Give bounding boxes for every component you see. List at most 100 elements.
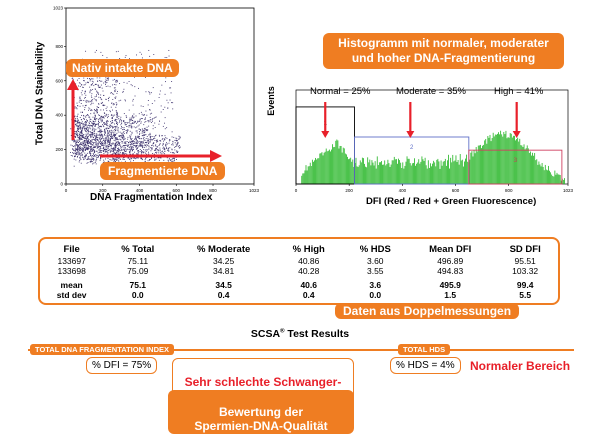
scatter-point [89, 90, 91, 92]
scatter-point [131, 140, 133, 142]
scatter-point [101, 134, 103, 136]
table-cell: 133698 [57, 266, 86, 276]
scatter-point [97, 84, 99, 86]
scatter-point [138, 128, 140, 130]
scatter-point [91, 134, 93, 136]
scatter-point [131, 154, 133, 156]
histogram-bar [462, 166, 464, 184]
scatter-point [94, 154, 96, 156]
scatter-point [175, 156, 177, 158]
scatter-point [106, 110, 108, 112]
scatter-point [95, 133, 97, 135]
scatter-point [92, 102, 94, 104]
histogram-bar [482, 145, 483, 184]
scatter-point [169, 158, 170, 160]
histogram-bar [395, 159, 397, 184]
scatter-point [131, 117, 133, 119]
scatter-point [114, 159, 115, 161]
scatter-point [83, 145, 85, 147]
scatter-point [153, 142, 155, 143]
scatter-point [139, 138, 141, 140]
scatter-point [106, 120, 108, 122]
scatter-point [164, 148, 166, 150]
scatter-point [179, 136, 181, 138]
scatter-point [117, 122, 119, 124]
scatter-point [98, 152, 100, 153]
scatter-point [121, 147, 123, 149]
scatter-point [98, 154, 100, 156]
scatter-point [108, 77, 110, 79]
scatter-point [112, 115, 114, 117]
scatter-point [98, 96, 100, 98]
scatter-point [114, 134, 116, 136]
scatter-point [109, 159, 111, 160]
scatter-point [154, 127, 156, 128]
scatter-point [123, 120, 125, 122]
histogram-bar [447, 160, 448, 184]
scatter-point [119, 142, 121, 144]
scatter-point [73, 141, 75, 143]
scatter-point [70, 135, 72, 136]
scatter-point [98, 142, 100, 144]
histogram-bar [501, 134, 503, 184]
scatter-point [104, 123, 106, 125]
scatter-point [79, 124, 81, 126]
scatter-point [115, 152, 117, 154]
scatter-point [87, 148, 89, 150]
scatter-point [144, 141, 146, 143]
scatter-point [153, 157, 155, 159]
scatter-point [97, 92, 99, 94]
scatter-point [148, 134, 150, 136]
scatter-point [145, 110, 147, 112]
scatter-point [107, 134, 109, 136]
scatter-point [78, 121, 80, 123]
histogram-bar [316, 159, 318, 184]
scatter-point [122, 153, 124, 155]
scatter-point [91, 109, 93, 111]
scatter-point [160, 155, 162, 157]
scatter-point [78, 122, 80, 124]
histogram-bar [539, 164, 541, 184]
scatter-point [116, 117, 118, 119]
histogram-bar [310, 166, 312, 184]
scatter-point [176, 150, 178, 152]
scatter-point [129, 137, 131, 139]
scatter-point [149, 134, 151, 136]
scatter-point [109, 149, 111, 151]
scatter-point [135, 120, 136, 122]
scatter-point [145, 137, 147, 139]
scatter-point [131, 85, 133, 87]
scatter-point [136, 136, 138, 138]
scatter-point [98, 141, 100, 143]
scatter-point [133, 156, 135, 158]
histogram-bar [497, 133, 498, 184]
scatter-point [128, 81, 130, 82]
scatter-point [129, 148, 131, 150]
scatter-point [92, 83, 94, 85]
scatter-point [76, 120, 78, 122]
scatter-point [116, 150, 118, 151]
scatter-point [118, 160, 120, 162]
scatter-point [92, 156, 94, 158]
scatter-point [130, 135, 132, 137]
scatter-point [104, 142, 105, 144]
histogram-bar [317, 158, 319, 184]
scatter-point [140, 142, 142, 144]
scatter-x-tick-label: 0 [65, 188, 68, 193]
scatter-point [123, 81, 125, 83]
histogram-bar [386, 164, 388, 184]
scatter-point [138, 113, 140, 115]
scatter-point [95, 160, 97, 162]
scatter-point [89, 148, 91, 150]
scatter-point [173, 157, 175, 159]
scatter-point [151, 119, 153, 121]
scatter-point [106, 149, 107, 151]
scatter-point [131, 132, 133, 134]
scatter-point [90, 137, 92, 139]
scatter-point [128, 146, 130, 148]
scatter-point [113, 151, 115, 153]
scatter-point [115, 102, 117, 104]
scatter-point [84, 121, 86, 123]
scatter-point [117, 150, 119, 152]
scatter-point [128, 109, 130, 111]
